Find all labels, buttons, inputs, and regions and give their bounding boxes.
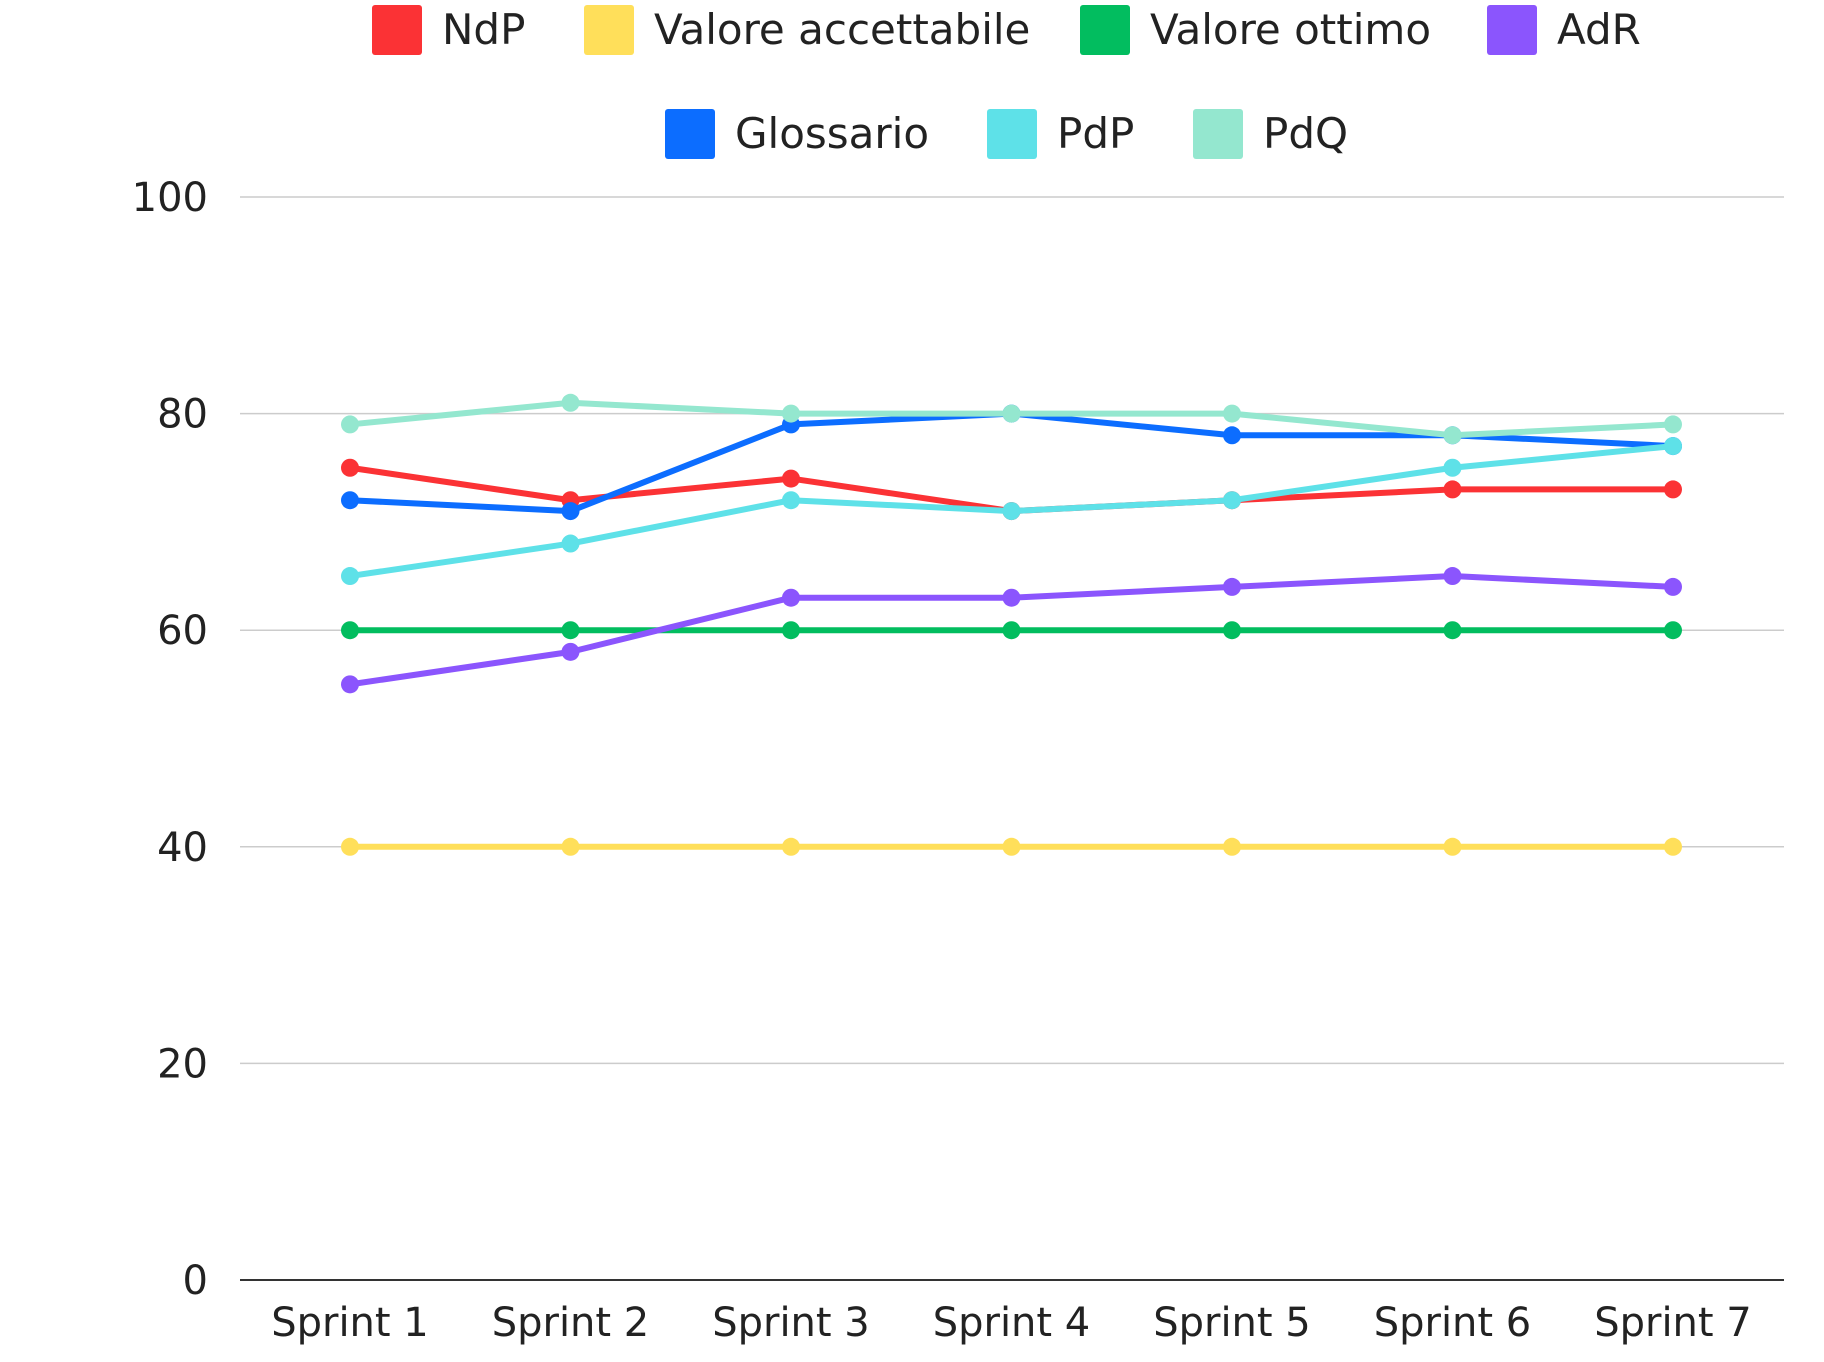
- data-point: [341, 675, 359, 694]
- legend: NdP Valore accettabile Valore ottimo AdR Glo…: [372, 5, 1641, 159]
- legend-label: Valore accettabile: [654, 5, 1030, 54]
- data-point: [561, 837, 580, 856]
- x-tick-label: Sprint 3: [712, 1300, 870, 1346]
- legend-swatch: [1080, 5, 1130, 55]
- data-point: [1223, 577, 1241, 596]
- data-point: [341, 567, 359, 586]
- data-point: [1664, 837, 1682, 856]
- legend-label: Glossario: [735, 109, 929, 158]
- data-point: [561, 534, 580, 553]
- y-tick-label: 40: [157, 825, 208, 871]
- x-tick-label: Sprint 7: [1594, 1300, 1752, 1346]
- data-point: [1223, 426, 1241, 445]
- legend-label: AdR: [1557, 5, 1641, 54]
- data-point: [1002, 404, 1021, 423]
- data-point: [341, 491, 359, 510]
- data-point: [782, 588, 800, 607]
- legend-swatch: [584, 5, 634, 55]
- legend-item: AdR: [1487, 5, 1641, 55]
- x-tick-label: Sprint 1: [271, 1300, 429, 1346]
- legend-label: PdQ: [1263, 109, 1348, 158]
- data-point: [782, 837, 800, 856]
- legend-swatch: [987, 109, 1037, 159]
- x-tick-label: Sprint 5: [1153, 1300, 1311, 1346]
- series-adr: [341, 567, 1682, 694]
- data-point: [1443, 480, 1462, 499]
- data-point: [782, 491, 800, 510]
- legend-label: Valore ottimo: [1150, 5, 1431, 54]
- data-point: [341, 458, 359, 477]
- legend-label: NdP: [442, 5, 525, 54]
- data-point: [1664, 621, 1682, 640]
- data-point: [782, 469, 800, 488]
- data-point: [1002, 502, 1021, 521]
- y-axis: 0 20 40 60 80 100: [132, 175, 208, 1304]
- y-tick-label: 100: [132, 175, 208, 221]
- legend-swatch: [372, 5, 422, 55]
- series-group: [341, 393, 1682, 856]
- legend-item: Glossario: [665, 109, 929, 159]
- data-point: [782, 621, 800, 640]
- legend-item: PdQ: [1193, 109, 1348, 159]
- grid: [240, 196, 1784, 1281]
- data-point: [1664, 415, 1682, 434]
- x-tick-label: Sprint 6: [1374, 1300, 1532, 1346]
- data-point: [341, 621, 359, 640]
- data-point: [1223, 621, 1241, 640]
- data-point: [561, 642, 580, 661]
- data-point: [1002, 621, 1021, 640]
- data-point: [1443, 837, 1462, 856]
- data-point: [1443, 426, 1462, 445]
- legend-item: NdP: [372, 5, 525, 55]
- series-valore-accettabile: [341, 837, 1682, 856]
- data-point: [1664, 480, 1682, 499]
- legend-swatch: [1193, 109, 1243, 159]
- legend-item: Valore ottimo: [1080, 5, 1431, 55]
- x-axis: Sprint 1 Sprint 2 Sprint 3 Sprint 4 Sprint 5…: [271, 1300, 1752, 1346]
- data-point: [1664, 577, 1682, 596]
- y-tick-label: 0: [183, 1258, 208, 1304]
- data-point: [561, 502, 580, 521]
- legend-item: Valore accettabile: [584, 5, 1030, 55]
- data-point: [1443, 621, 1462, 640]
- y-tick-label: 20: [157, 1041, 208, 1087]
- data-point: [1223, 837, 1241, 856]
- data-point: [782, 404, 800, 423]
- data-point: [1443, 458, 1462, 477]
- x-tick-label: Sprint 4: [933, 1300, 1091, 1346]
- y-tick-label: 60: [157, 608, 208, 654]
- series-pdq: [341, 393, 1682, 445]
- data-point: [1223, 404, 1241, 423]
- series-pdp: [341, 437, 1682, 586]
- legend-swatch: [1487, 5, 1537, 55]
- data-point: [561, 621, 580, 640]
- data-point: [561, 393, 580, 412]
- legend-swatch: [665, 109, 715, 159]
- legend-item: PdP: [987, 109, 1134, 159]
- y-tick-label: 80: [157, 392, 208, 438]
- data-point: [341, 415, 359, 434]
- data-point: [1002, 588, 1021, 607]
- series-valore-ottimo: [341, 621, 1682, 640]
- data-point: [1223, 491, 1241, 510]
- data-point: [1443, 567, 1462, 586]
- x-tick-label: Sprint 2: [492, 1300, 650, 1346]
- data-point: [341, 837, 359, 856]
- data-point: [1002, 837, 1021, 856]
- legend-label: PdP: [1057, 109, 1134, 158]
- data-point: [1664, 437, 1682, 456]
